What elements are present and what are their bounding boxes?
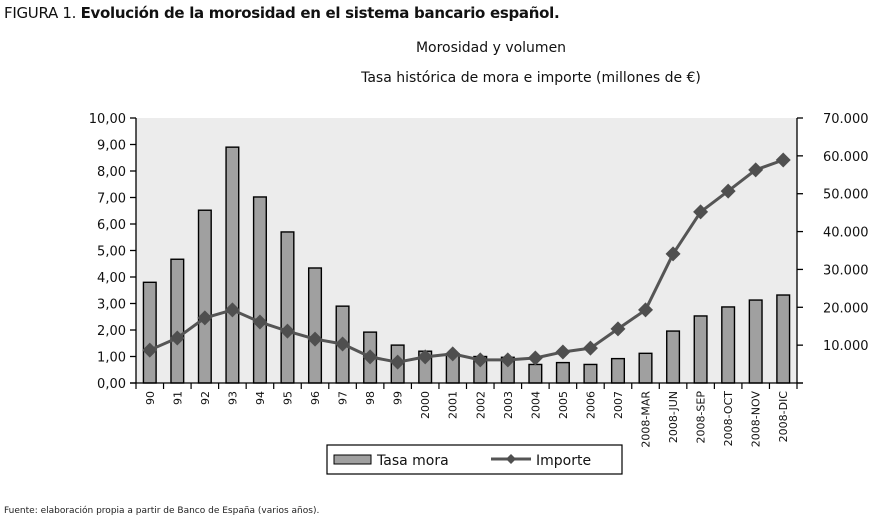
x-tick-label: 2008-MAR xyxy=(640,391,653,448)
bar-95 xyxy=(280,231,295,384)
x-tick-label: 95 xyxy=(281,391,294,405)
y-right-tick-label: 50.000 xyxy=(823,188,869,203)
x-tick-label: 91 xyxy=(171,391,184,405)
point-2008-SEP xyxy=(693,204,709,220)
bar-2008-NOV xyxy=(748,299,763,384)
point-91 xyxy=(169,330,185,346)
y-right-tick-label: 30.000 xyxy=(823,263,869,278)
chart-title: Morosidad y volumen xyxy=(415,40,567,56)
legend-label-tasa-mora: Tasa mora xyxy=(376,453,449,469)
y-left-tick-label: 2,00 xyxy=(97,324,126,339)
y-left-tick-label: 1,00 xyxy=(97,351,126,366)
x-tick-label: 2006 xyxy=(584,391,597,419)
y-left-tick-label: 10,00 xyxy=(89,112,126,127)
bar-94 xyxy=(252,196,267,384)
point-96 xyxy=(307,331,323,347)
x-tick-label: 96 xyxy=(309,391,322,405)
point-97 xyxy=(335,336,351,352)
x-tick-label: 92 xyxy=(199,391,212,405)
source-note: Fuente: elaboración propia a partir de B… xyxy=(4,506,320,516)
x-tick-label: 2001 xyxy=(447,391,460,419)
bar-2007 xyxy=(610,357,626,384)
x-tick-label: 94 xyxy=(254,391,267,405)
x-tick-label: 2008-SEP xyxy=(695,391,708,444)
x-tick-label: 93 xyxy=(226,391,239,405)
point-2008-NOV xyxy=(748,162,764,178)
y-left-tick-label: 7,00 xyxy=(97,192,126,207)
x-tick-label: 2008-NOV xyxy=(750,391,763,448)
x-tick-label: 2008-JUN xyxy=(667,391,680,443)
legend-bar-swatch xyxy=(333,454,372,465)
y-right-tick-label: 10.000 xyxy=(823,339,869,354)
x-tick-label: 99 xyxy=(392,391,405,405)
bar-96 xyxy=(307,267,323,384)
point-2004 xyxy=(527,350,543,366)
x-tick-label: 97 xyxy=(337,391,350,405)
x-tick-label: 98 xyxy=(364,391,377,405)
point-2007 xyxy=(610,321,626,337)
point-2008-MAR xyxy=(638,302,654,318)
y-right-tick-label: 40.000 xyxy=(823,226,869,241)
point-2001 xyxy=(445,346,461,362)
bar-92 xyxy=(197,209,212,384)
bar-93 xyxy=(225,146,240,384)
point-90 xyxy=(142,342,158,358)
legend-label-importe: Importe xyxy=(536,453,591,469)
y-left-tick-label: 6,00 xyxy=(97,218,126,233)
point-98 xyxy=(362,349,378,365)
point-95 xyxy=(279,323,295,339)
bar-2008-OCT xyxy=(721,306,736,384)
chart-subtitle: Tasa histórica de mora e importe (millon… xyxy=(361,70,701,86)
point-2005 xyxy=(555,344,571,360)
figure-title: FIGURA 1. Evolución de la morosidad en e… xyxy=(4,4,560,22)
x-tick-label: 2000 xyxy=(419,391,432,419)
bar-2008-DIC xyxy=(776,294,791,384)
point-2006 xyxy=(582,340,598,356)
point-2008-DIC xyxy=(775,152,791,168)
figure-title-text: Evolución de la morosidad en el sistema … xyxy=(80,4,560,22)
legend: Tasa mora Importe xyxy=(326,444,623,475)
y-left-tick-label: 5,00 xyxy=(97,245,126,260)
x-tick-label: 2004 xyxy=(529,391,542,419)
bar-2004 xyxy=(528,363,543,384)
y-right-tick-label: 60.000 xyxy=(823,150,869,165)
x-tick-label: 2008-OCT xyxy=(722,391,735,447)
x-tick-label: 2008-DIC xyxy=(777,391,790,443)
point-2003 xyxy=(500,352,516,368)
y-left-tick-label: 4,00 xyxy=(97,271,126,286)
point-93 xyxy=(224,302,240,318)
point-2008-JUN xyxy=(665,246,681,262)
figure-label: FIGURA 1. xyxy=(4,4,77,22)
point-2000 xyxy=(417,349,433,365)
x-tick-label: 2007 xyxy=(612,391,625,419)
y-right-tick-label: 70.000 xyxy=(823,112,869,127)
x-tick-label: 2003 xyxy=(502,391,515,419)
x-tick-label: 2002 xyxy=(474,391,487,419)
bar-2006 xyxy=(583,363,598,384)
y-left-tick-label: 8,00 xyxy=(97,165,126,180)
bar-2005 xyxy=(555,361,570,384)
point-2002 xyxy=(472,352,488,368)
bar-2008-JUN xyxy=(666,330,681,384)
bar-90 xyxy=(142,281,157,384)
y-left-tick-label: 9,00 xyxy=(97,139,126,154)
legend-box xyxy=(326,444,623,475)
x-tick-label: 90 xyxy=(144,391,157,405)
legend-diamond-icon xyxy=(506,454,516,464)
y-left-tick-label: 3,00 xyxy=(97,298,126,313)
plot-background xyxy=(136,118,797,383)
x-tick-label: 2005 xyxy=(557,391,570,419)
point-2008-OCT xyxy=(720,183,736,199)
bar-91 xyxy=(170,258,185,384)
axes: 0,00 1,00 2,00 3,00 4,00 5,00 6,00 7,00 8,00 9,00… xyxy=(89,112,869,448)
point-94 xyxy=(252,314,268,330)
line-series xyxy=(142,152,791,370)
y-left-tick-label: 0,00 xyxy=(97,377,126,392)
point-92 xyxy=(197,310,213,326)
bar-2008-MAR xyxy=(638,352,653,384)
bar-2008-SEP xyxy=(693,315,708,384)
point-99 xyxy=(390,354,406,370)
y-right-tick-label: 20.000 xyxy=(823,301,869,316)
